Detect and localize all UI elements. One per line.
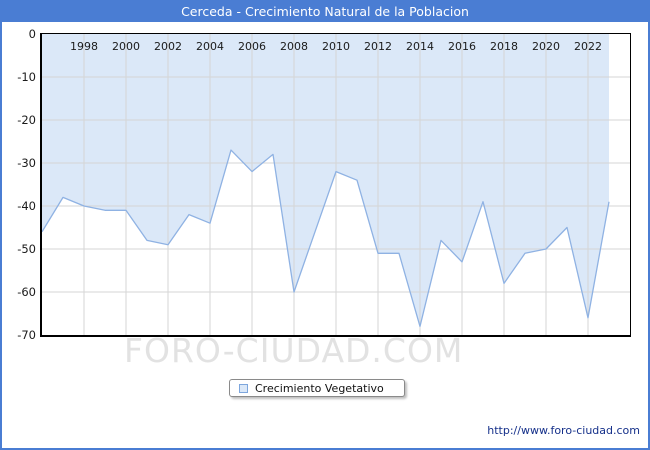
legend-label: Crecimiento Vegetativo [255, 381, 384, 395]
x-tick-label: 2002 [154, 40, 182, 53]
x-tick-label: 2020 [532, 40, 560, 53]
x-tick-label: 2008 [280, 40, 308, 53]
y-tick-label: -30 [17, 156, 36, 170]
watermark: FORO-CIUDAD.COM [124, 331, 464, 370]
y-tick-label: -20 [17, 113, 36, 127]
x-tick-label: 2006 [238, 40, 266, 53]
x-tick-label: 2016 [448, 40, 476, 53]
chart-canvas [42, 34, 630, 335]
y-tick-label: -40 [17, 199, 36, 213]
x-tick-label: 2012 [364, 40, 392, 53]
y-tick-label: -70 [17, 328, 36, 342]
x-tick-label: 2000 [112, 40, 140, 53]
x-tick-label: 2018 [490, 40, 518, 53]
footer-url[interactable]: http://www.foro-ciudad.com [487, 424, 640, 437]
x-tick-label: 2022 [574, 40, 602, 53]
x-tick-label: 2010 [322, 40, 350, 53]
legend: Crecimiento Vegetativo [229, 379, 405, 397]
chart-title: Cerceda - Crecimiento Natural de la Pobl… [2, 2, 648, 22]
y-tick-label: -50 [17, 242, 36, 256]
x-tick-label: 2014 [406, 40, 434, 53]
x-tick-label: 2004 [196, 40, 224, 53]
plot-area: 1998 2000 2002 2004 2006 2008 2010 2012 2014 2016… [40, 33, 631, 337]
series-swatch-icon [239, 383, 248, 393]
y-tick-label: -10 [17, 70, 36, 84]
y-tick-label: 0 [28, 27, 36, 41]
y-tick-label: -60 [17, 285, 36, 299]
x-tick-label: 1998 [70, 40, 98, 53]
